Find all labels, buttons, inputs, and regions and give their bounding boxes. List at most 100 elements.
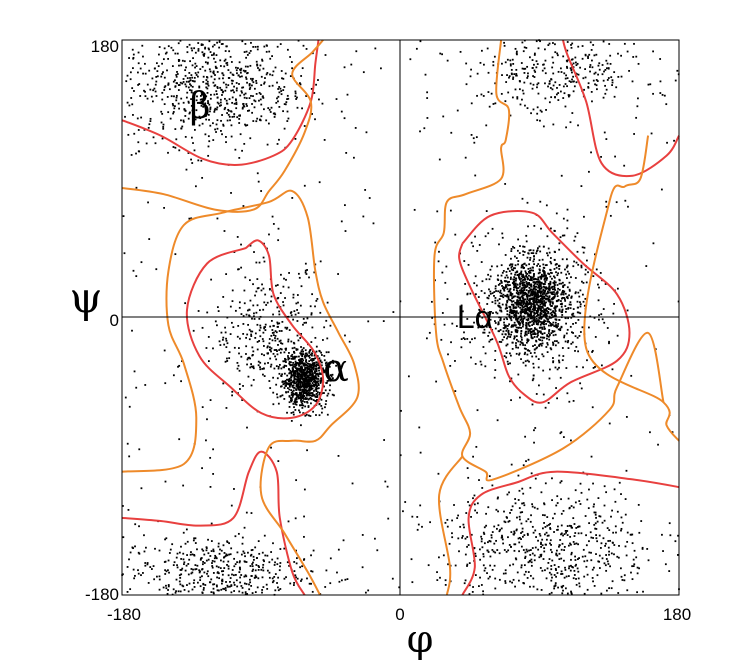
- scatter-point: [570, 505, 573, 507]
- scatter-point: [606, 327, 609, 329]
- scatter-point: [605, 589, 608, 592]
- scatter-point: [278, 91, 281, 94]
- scatter-point: [152, 136, 155, 139]
- scatter-point: [476, 502, 479, 505]
- scatter-point: [442, 554, 445, 557]
- scatter-point: [522, 254, 525, 256]
- scatter-point: [494, 327, 497, 330]
- scatter-point: [242, 550, 245, 553]
- scatter-point: [605, 558, 608, 560]
- scatter-point: [291, 353, 294, 356]
- scatter-point: [188, 72, 191, 74]
- scatter-point: [291, 370, 294, 373]
- scatter-point: [505, 516, 508, 518]
- scatter-point: [231, 101, 234, 104]
- scatter-point: [267, 362, 269, 364]
- scatter-point: [438, 556, 440, 559]
- scatter-point: [296, 348, 299, 351]
- scatter-point: [472, 586, 474, 588]
- scatter-point: [275, 383, 278, 386]
- scatter-point: [554, 333, 557, 336]
- scatter-point: [245, 56, 248, 59]
- scatter-point: [547, 332, 550, 335]
- scatter-point: [291, 347, 294, 350]
- scatter-point: [577, 570, 580, 573]
- scatter-point: [277, 460, 280, 462]
- scatter-point: [280, 70, 283, 72]
- scatter-point: [507, 329, 510, 332]
- scatter-point: [548, 320, 550, 323]
- scatter-point: [299, 566, 302, 569]
- scatter-point: [546, 516, 549, 518]
- scatter-point: [617, 556, 620, 559]
- scatter-point: [549, 257, 552, 259]
- scatter-point: [506, 310, 509, 312]
- scatter-point: [248, 84, 251, 87]
- scatter-point: [577, 319, 580, 321]
- scatter-point: [276, 353, 279, 356]
- scatter-point: [548, 80, 551, 83]
- scatter-point: [308, 392, 311, 394]
- scatter-point: [274, 355, 276, 358]
- scatter-point: [288, 385, 291, 388]
- scatter-point: [278, 322, 281, 325]
- scatter-point: [286, 98, 288, 100]
- scatter-point: [503, 44, 506, 47]
- scatter-point: [273, 349, 276, 351]
- scatter-point: [503, 324, 506, 326]
- scatter-point: [483, 542, 486, 545]
- scatter-point: [202, 101, 204, 104]
- scatter-point: [549, 291, 552, 294]
- scatter-point: [543, 323, 546, 326]
- scatter-point: [574, 291, 577, 294]
- scatter-point: [551, 310, 554, 313]
- scatter-point: [483, 569, 486, 572]
- scatter-point: [593, 585, 596, 587]
- scatter-point: [309, 396, 312, 399]
- scatter-point: [514, 498, 517, 500]
- scatter-point: [300, 399, 302, 402]
- scatter-point: [526, 256, 529, 259]
- scatter-point: [608, 340, 610, 343]
- scatter-point: [515, 292, 518, 294]
- scatter-point: [557, 528, 559, 531]
- scatter-point: [200, 159, 203, 162]
- scatter-point: [537, 286, 540, 289]
- scatter-point: [542, 245, 545, 248]
- scatter-point: [505, 550, 508, 553]
- scatter-point: [206, 87, 209, 90]
- scatter-point: [239, 581, 242, 584]
- scatter-point: [521, 342, 524, 345]
- scatter-point: [280, 348, 283, 351]
- scatter-point: [620, 529, 622, 532]
- scatter-point: [556, 293, 558, 295]
- scatter-point: [323, 139, 326, 141]
- scatter-point: [155, 80, 158, 83]
- scatter-point: [244, 123, 246, 126]
- scatter-point: [232, 74, 235, 76]
- scatter-point: [563, 549, 566, 552]
- scatter-point: [224, 360, 227, 363]
- scatter-point: [181, 567, 184, 570]
- scatter-point: [184, 115, 187, 117]
- scatter-point: [179, 569, 182, 571]
- scatter-point: [604, 84, 606, 87]
- scatter-point: [526, 201, 529, 204]
- scatter-point: [231, 394, 233, 397]
- scatter-point: [264, 77, 266, 79]
- scatter-point: [526, 577, 529, 579]
- scatter-point: [538, 281, 541, 284]
- scatter-point: [567, 575, 570, 577]
- scatter-point: [293, 581, 295, 584]
- scatter-point: [310, 368, 313, 371]
- scatter-point: [298, 364, 301, 367]
- scatter-point: [205, 559, 208, 562]
- scatter-point: [543, 282, 546, 285]
- scatter-point: [553, 311, 556, 314]
- scatter-point: [529, 56, 531, 59]
- scatter-point: [569, 301, 572, 304]
- scatter-point: [182, 484, 185, 487]
- scatter-point: [221, 570, 223, 573]
- scatter-point: [221, 91, 224, 94]
- scatter-point: [548, 273, 551, 275]
